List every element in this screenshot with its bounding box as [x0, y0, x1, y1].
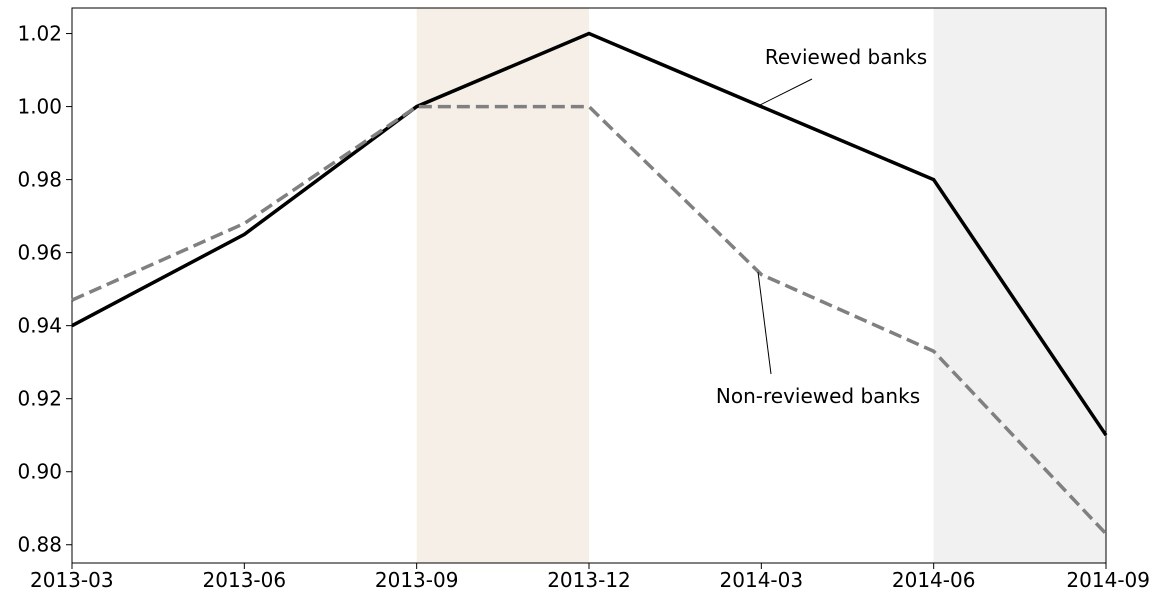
x-tick-label: 2014-03 [720, 568, 804, 592]
x-tick-label: 2014-06 [892, 568, 976, 592]
y-tick-label: 0.98 [17, 168, 62, 192]
x-tick-label: 2013-12 [547, 568, 631, 592]
x-tick-label: 2013-09 [375, 568, 459, 592]
shaded-region-2 [934, 8, 1106, 563]
x-tick-label: 2013-06 [203, 568, 287, 592]
y-tick-label: 1.02 [17, 22, 62, 46]
y-tick-label: 1.00 [17, 95, 62, 119]
shaded-region-1 [417, 8, 589, 563]
x-tick-label: 2013-03 [30, 568, 114, 592]
annotation-label-2: Non-reviewed banks [716, 384, 920, 408]
y-tick-label: 0.90 [17, 460, 62, 484]
annotation-leader-1 [758, 79, 812, 106]
y-tick-label: 0.96 [17, 241, 62, 265]
annotation-leader-2 [758, 272, 771, 374]
y-tick-label: 0.88 [17, 533, 62, 557]
x-tick-label: 2014-09 [1066, 568, 1150, 592]
y-tick-label: 0.92 [17, 387, 62, 411]
annotation-label-1: Reviewed banks [765, 45, 927, 69]
y-tick-label: 0.94 [17, 314, 62, 338]
